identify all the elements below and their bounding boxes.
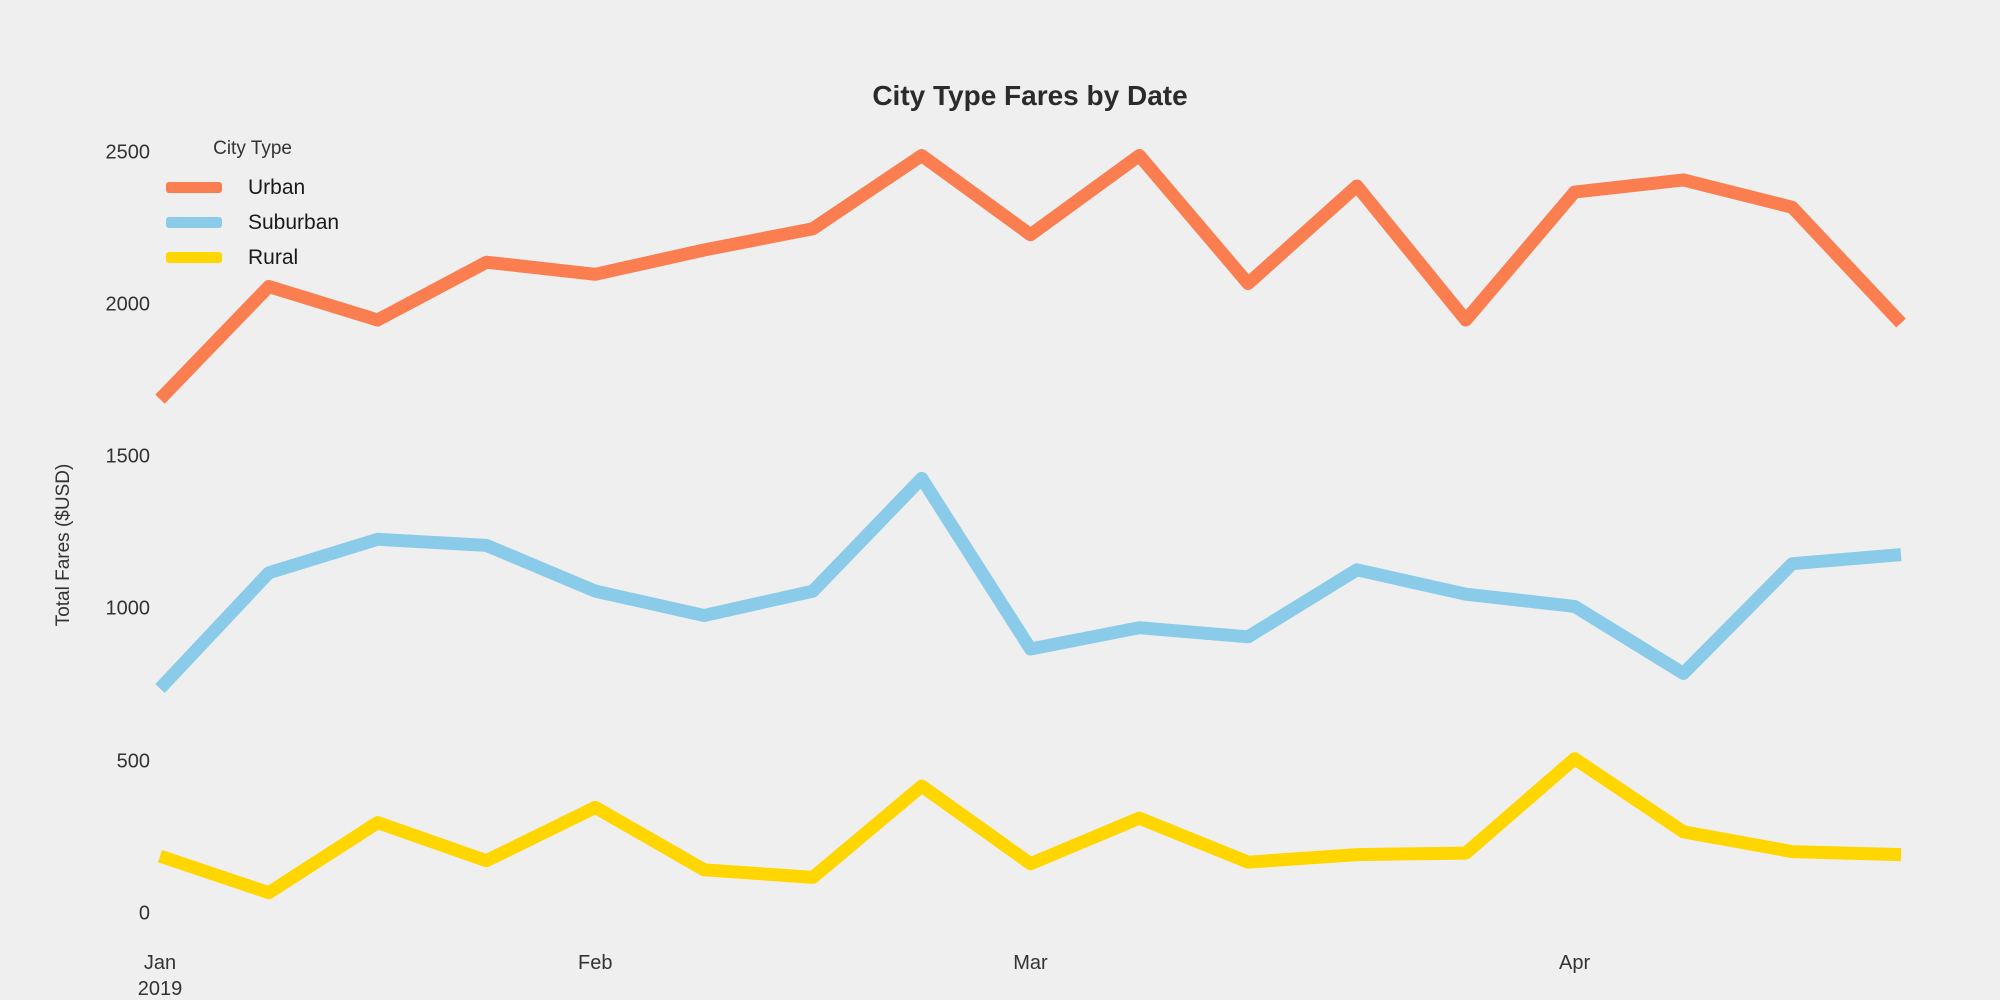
x-tick-jan: Jan 2019: [138, 950, 183, 1000]
legend-title: City Type: [213, 138, 292, 159]
y-tick-2500: 2500: [105, 141, 151, 163]
legend-label-suburban: Suburban: [248, 210, 340, 234]
legend-item-suburban: Suburban: [166, 205, 339, 240]
urban-line: [155, 149, 1906, 404]
legend-item-urban: Urban: [166, 170, 339, 205]
rural-line: [157, 752, 1902, 900]
legend: City Type Urban Suburban Rural: [166, 138, 339, 275]
legend-label-urban: Urban: [248, 175, 306, 199]
legend-item-rural: Rural: [166, 240, 339, 275]
y-tick-500: 500: [116, 750, 150, 773]
x-tick-apr: Apr: [1559, 952, 1591, 974]
suburban-line: [155, 471, 1902, 694]
y-tick-2000: 2000: [105, 293, 151, 316]
x-tick-jan-month: Jan: [143, 952, 177, 974]
y-tick-0: 0: [138, 902, 150, 925]
y-tick-1500: 1500: [105, 445, 151, 468]
urban-swatch-icon: [166, 182, 222, 193]
chart-title: City Type Fares by Date: [872, 80, 1188, 111]
suburban-swatch-icon: [166, 217, 222, 228]
x-tick-feb: Feb: [578, 952, 613, 974]
legend-label-rural: Rural: [248, 245, 299, 269]
rural-swatch-icon: [166, 252, 222, 263]
x-tick-mar: Mar: [1013, 952, 1048, 974]
y-tick-1000: 1000: [105, 597, 151, 620]
x-tick-jan-year: 2019: [137, 978, 183, 1000]
